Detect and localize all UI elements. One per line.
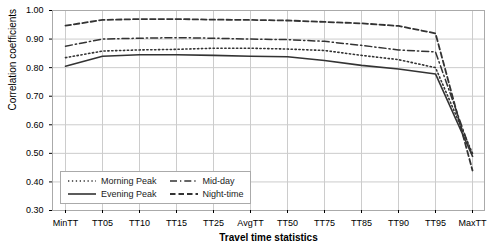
svg-text:Correlation coefficients: Correlation coefficients: [7, 9, 18, 111]
svg-text:TT25: TT25: [203, 218, 224, 228]
svg-text:TT15: TT15: [166, 218, 187, 228]
html-text:Night-time: Night-time: [202, 189, 244, 199]
svg-text:TT05: TT05: [92, 218, 113, 228]
svg-text:TT85: TT85: [351, 218, 372, 228]
svg-text:0.90: 0.90: [26, 34, 44, 44]
svg-text:0.30: 0.30: [26, 205, 44, 215]
svg-text:TT75: TT75: [314, 218, 335, 228]
svg-text:0.80: 0.80: [26, 63, 44, 73]
svg-text:0.60: 0.60: [26, 120, 44, 130]
html-text:Morning Peak: Morning Peak: [101, 176, 157, 186]
svg-text:TT90: TT90: [388, 218, 409, 228]
svg-text:TT10: TT10: [129, 218, 150, 228]
svg-text:0.40: 0.40: [26, 177, 44, 187]
svg-text:0.50: 0.50: [26, 148, 44, 158]
html-text:Mid-day: Mid-day: [202, 176, 235, 186]
svg-text:1.00: 1.00: [26, 5, 44, 15]
svg-text:TT50: TT50: [277, 218, 298, 228]
svg-text:0.70: 0.70: [26, 91, 44, 101]
svg-text:MaxTT: MaxTT: [459, 218, 488, 228]
html-text:Evening Peak: Evening Peak: [101, 189, 157, 199]
svg-text:MinTT: MinTT: [53, 218, 79, 228]
svg-text:TT95: TT95: [425, 218, 446, 228]
svg-text:Travel time statistics: Travel time statistics: [219, 232, 318, 243]
svg-text:AvgTT: AvgTT: [237, 218, 264, 228]
